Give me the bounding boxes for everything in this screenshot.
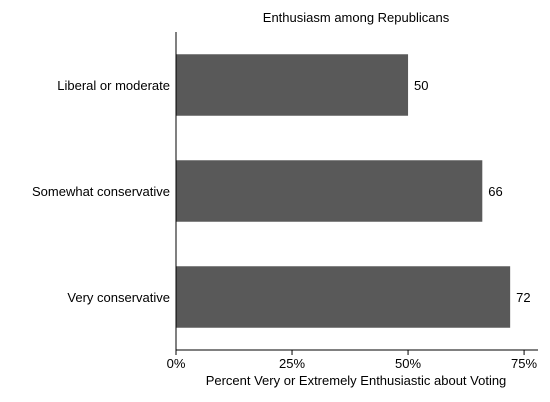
bars-layer: Liberal or moderate 50 Somewhat conservati… <box>32 54 531 328</box>
x-tick-label-4: 75% <box>511 356 537 371</box>
value-label-3: 72 <box>516 290 530 305</box>
category-label-3: Very conservative <box>67 290 170 305</box>
x-tick-label-1: 0% <box>167 356 186 371</box>
chart-title: Enthusiasm among Republicans <box>263 10 450 25</box>
bar-3 <box>176 266 511 328</box>
x-tick-label-2: 25% <box>279 356 305 371</box>
x-tick-label-3: 50% <box>395 356 421 371</box>
value-label-1: 50 <box>414 78 428 93</box>
bar-2 <box>176 160 483 222</box>
value-label-2: 66 <box>488 184 502 199</box>
bar-1 <box>176 54 409 116</box>
ticks-layer: 0% 25% 50% 75% <box>167 350 538 371</box>
x-axis-label: Percent Very or Extremely Enthusiastic a… <box>206 373 507 388</box>
category-label-1: Liberal or moderate <box>57 78 170 93</box>
category-label-2: Somewhat conservative <box>32 184 170 199</box>
